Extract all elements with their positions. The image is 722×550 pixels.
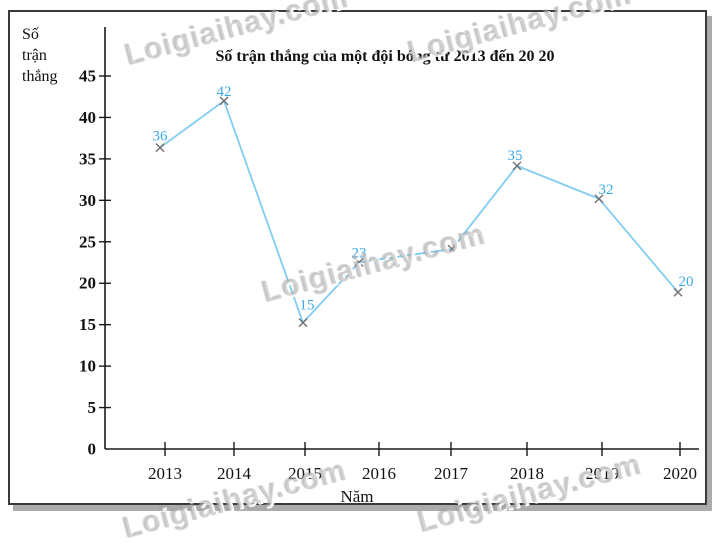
x-tick-label: 2015 [288,464,322,483]
y-tick-label: 15 [79,315,96,334]
data-point-marker [298,318,308,328]
y-tick-label: 30 [79,191,96,210]
data-point-marker [354,257,364,267]
y-tick-label: 40 [79,108,96,127]
x-tick-label: 2017 [434,464,469,483]
y-axis-title-line: Số [22,26,39,43]
data-point-marker [219,96,229,106]
chart-title: Số trận thắng của một đội bóng từ 2013 đ… [215,48,555,65]
y-tick-label: 45 [79,66,96,85]
chart-frame: Số trận thắng Số trận thắng của một đội … [8,10,707,506]
data-point-label: 23 [352,245,367,261]
y-tick-label: 20 [79,274,96,293]
y-tick-label: 0 [88,440,97,459]
y-tick-label: 25 [79,232,96,251]
y-axis-title: Số trận thắng [22,24,58,87]
data-line [159,99,679,324]
y-tick-label: 10 [79,357,96,376]
data-point-label: 42 [217,84,232,100]
x-tick-label: 2020 [663,464,697,483]
y-axis-title-line: thắng [22,68,58,85]
data-point-marker [512,161,522,171]
y-axis-title-line: trận [22,47,47,64]
data-point-marker [155,143,165,153]
x-tick-label: 2016 [362,464,396,483]
data-point-marker [594,194,604,204]
data-point-label: 32 [599,182,614,198]
x-tick-label: 2018 [510,464,544,483]
x-tick-label: 2014 [217,464,252,483]
data-point-label: 15 [300,298,315,314]
data-point-label: 35 [508,148,523,164]
x-tick-label: 2013 [148,464,182,483]
data-point-label: 20 [679,274,694,290]
y-tick-label: 5 [88,398,97,417]
data-point-marker [447,244,457,254]
page: { "watermark": { "text": "Loigiaihay.com… [8,0,707,546]
data-point-label: 36 [153,129,169,145]
x-axis-title: Năm [340,487,374,506]
x-tick-label: 2019 [585,464,619,483]
data-point-marker [673,287,683,297]
y-tick-label: 35 [79,149,96,168]
